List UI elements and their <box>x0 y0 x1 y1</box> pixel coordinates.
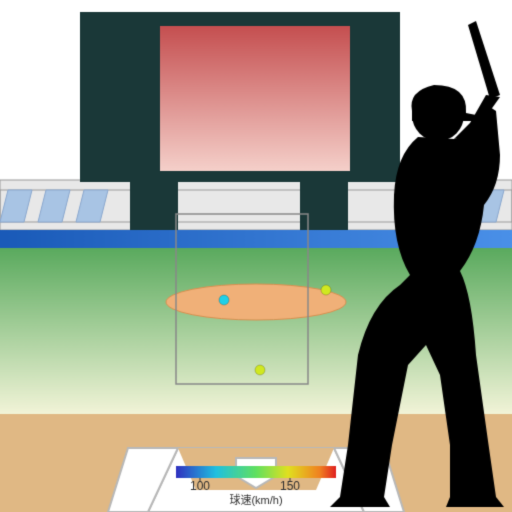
pitch-location-chart <box>0 0 512 512</box>
